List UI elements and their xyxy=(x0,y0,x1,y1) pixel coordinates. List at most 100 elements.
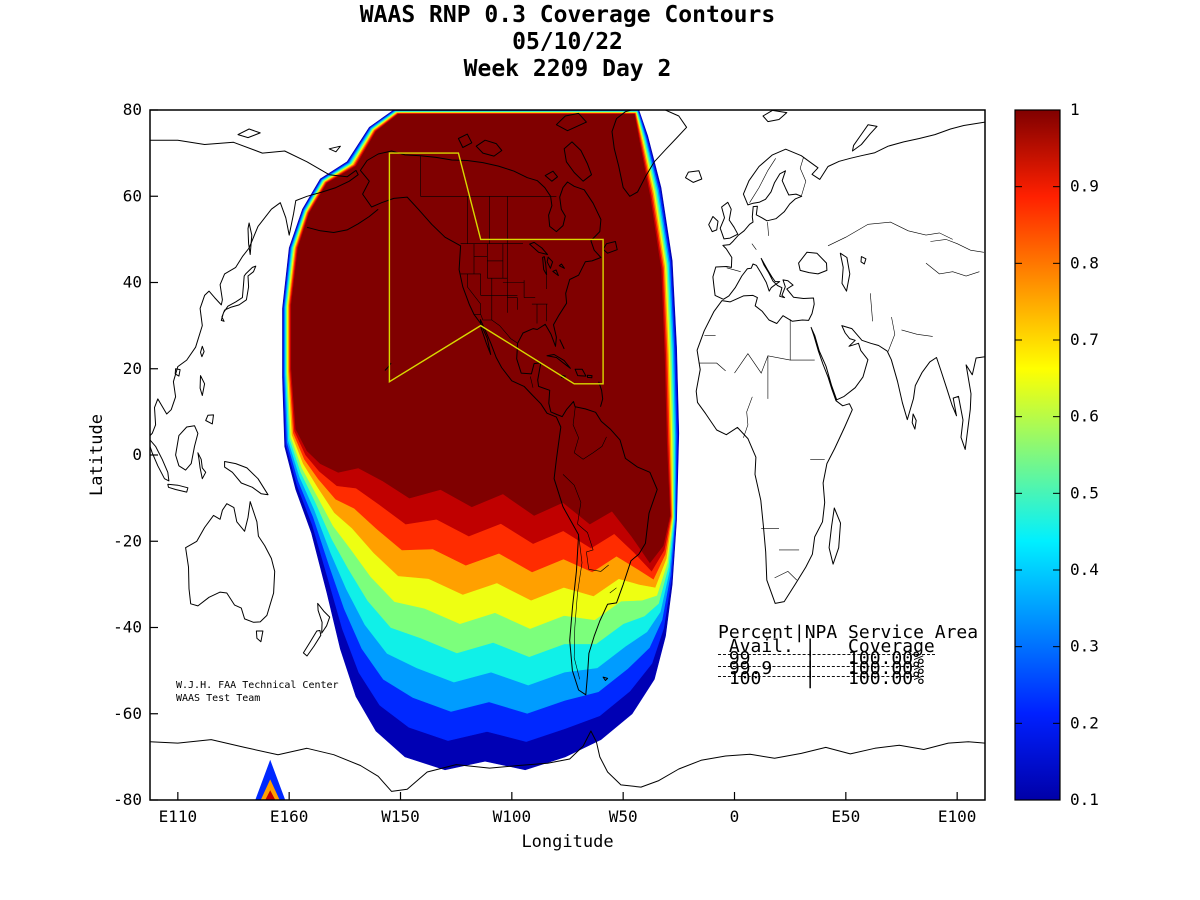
coastline xyxy=(150,139,359,436)
coastline xyxy=(552,269,559,277)
contour-bands xyxy=(255,110,680,800)
coastline xyxy=(317,602,331,634)
border-line xyxy=(577,523,594,570)
border-line xyxy=(901,329,933,337)
coastline xyxy=(695,121,985,604)
credit-line-2: WAAS Test Team xyxy=(176,693,261,704)
coastline xyxy=(685,170,703,183)
coastline xyxy=(247,222,253,255)
chart-title-line1: WAAS RNP 0.3 Coverage Contours xyxy=(359,2,776,28)
service-table-row-99: 99 | 100.00% xyxy=(718,648,924,669)
coastline xyxy=(762,110,788,123)
border-line xyxy=(930,239,984,253)
y-tick-label: -40 xyxy=(113,618,142,637)
coastline xyxy=(798,251,828,275)
credit-line-1: W.J.H. FAA Technical Center xyxy=(176,680,339,691)
service-table-subheader: Avail. | Coverage xyxy=(718,636,935,657)
contour-feature-1 xyxy=(260,779,280,800)
x-axis-title: Longitude xyxy=(521,832,614,852)
x-tick-label: E160 xyxy=(270,807,309,826)
coastline xyxy=(199,375,206,396)
border-line xyxy=(474,314,518,344)
coastline xyxy=(719,201,739,240)
border-line xyxy=(743,396,753,438)
border-line xyxy=(562,474,582,525)
border-line xyxy=(609,587,617,594)
coastline xyxy=(224,461,269,496)
y-tick-label: -60 xyxy=(113,704,142,723)
coastline xyxy=(602,241,618,254)
coastline xyxy=(220,265,257,322)
chart-title-line3: Week 2209 Day 2 xyxy=(463,56,672,82)
service-table-row-100: 100 | 100.00% xyxy=(718,668,924,689)
coastline xyxy=(558,263,565,269)
coastline xyxy=(574,368,587,377)
service-table-row-99-9: 99.9 | 100.00% xyxy=(718,658,924,679)
y-tick-label: -80 xyxy=(113,790,142,809)
border-line xyxy=(530,376,534,388)
y-tick-label: 20 xyxy=(123,359,142,378)
colorbar-tick-label: 1 xyxy=(1070,100,1080,119)
coastline xyxy=(911,413,917,430)
coastline xyxy=(457,133,473,148)
colorbar-tick-label: 0.7 xyxy=(1070,330,1099,349)
coastline xyxy=(544,170,558,182)
coastline xyxy=(255,630,264,643)
coastline xyxy=(475,139,503,157)
coastline xyxy=(174,368,181,377)
border-line xyxy=(751,243,757,250)
coastline xyxy=(598,381,604,407)
coastline xyxy=(302,630,322,657)
x-tick-label: E110 xyxy=(159,807,198,826)
coastline xyxy=(559,339,565,350)
coastline xyxy=(359,150,658,696)
coastline xyxy=(529,241,548,255)
service-table-header: Percent|NPA Service Area xyxy=(718,622,979,643)
border-line xyxy=(734,353,815,374)
coastline xyxy=(205,414,214,425)
contour-feature-2 xyxy=(265,790,276,800)
colorbar-tick-label: 0.1 xyxy=(1070,790,1099,809)
coastline xyxy=(150,730,985,792)
border-line xyxy=(870,293,873,322)
coastline xyxy=(167,483,189,493)
npa-service-area-outline xyxy=(388,152,604,385)
coastline xyxy=(611,110,688,197)
border-line xyxy=(588,564,609,572)
x-tick-label: E100 xyxy=(938,807,977,826)
colorbar-tick-label: 0.3 xyxy=(1070,637,1099,656)
y-axis-title: Latitude xyxy=(87,414,107,496)
colorbar-tick-label: 0.2 xyxy=(1070,713,1099,732)
coastline xyxy=(328,145,341,153)
coastline xyxy=(150,439,170,482)
coastlines xyxy=(150,110,985,792)
coastline xyxy=(602,676,609,681)
coastline xyxy=(306,208,379,233)
chart-title-line2: 05/10/22 xyxy=(512,29,623,55)
coastline xyxy=(708,216,719,233)
colorbar-tick-label: 0.5 xyxy=(1070,483,1099,502)
x-tick-label: E50 xyxy=(831,807,860,826)
coastline xyxy=(185,501,276,623)
x-tick-label: 0 xyxy=(730,807,740,826)
border-line xyxy=(698,362,726,372)
coastline xyxy=(546,256,554,269)
coastline xyxy=(175,425,199,471)
border-line xyxy=(925,262,980,277)
coastline xyxy=(860,256,867,265)
colorbar xyxy=(1014,109,1061,801)
border-line xyxy=(767,222,769,236)
coastline xyxy=(587,374,593,379)
colorbar-tick-label: 0.8 xyxy=(1070,253,1099,272)
colorbar-tick-label: 0.6 xyxy=(1070,407,1099,426)
border-line xyxy=(572,406,579,453)
coastline xyxy=(852,124,878,152)
border-line xyxy=(726,267,741,272)
coastline xyxy=(839,252,851,292)
y-tick-label: 0 xyxy=(132,445,142,464)
x-tick-label: W150 xyxy=(381,807,420,826)
border-line xyxy=(799,157,807,197)
x-tick-label: W100 xyxy=(493,807,532,826)
border-line xyxy=(827,221,953,247)
